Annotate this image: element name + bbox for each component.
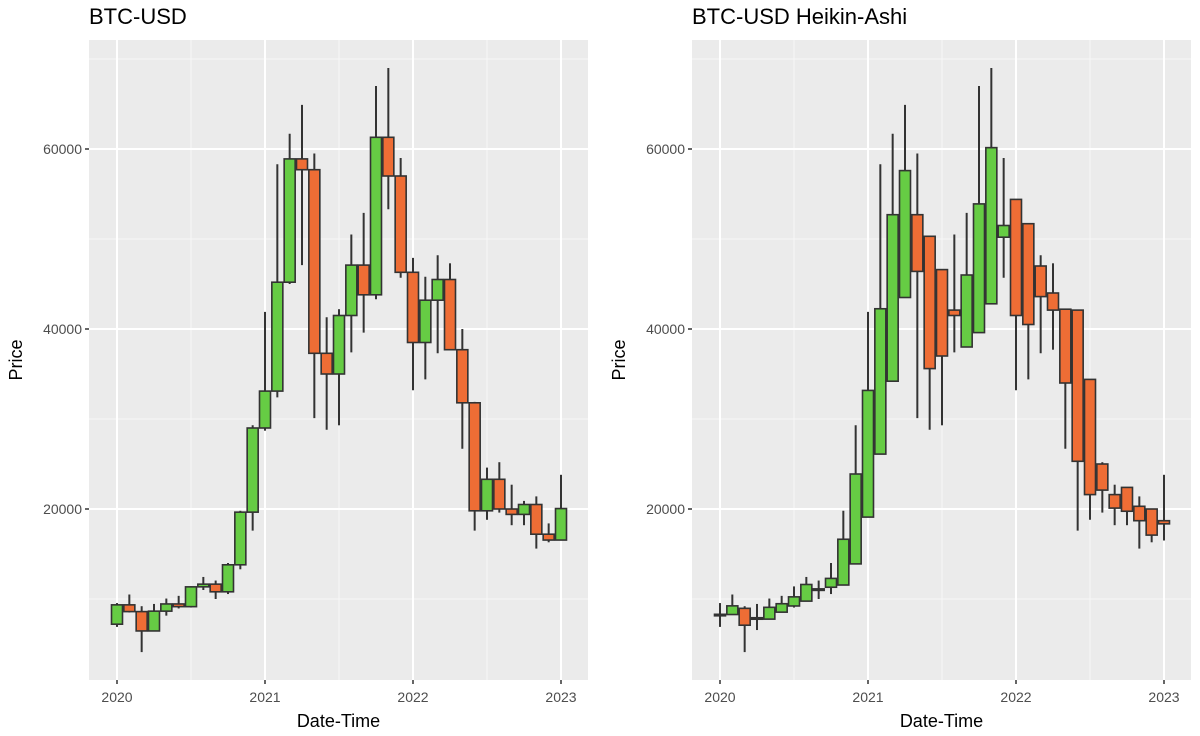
candle bbox=[837, 510, 850, 586]
x-tick-label: 2021 bbox=[852, 689, 883, 705]
candle bbox=[184, 586, 198, 608]
candle bbox=[800, 576, 813, 602]
y-tick-label: 20000 bbox=[646, 501, 685, 517]
candle bbox=[283, 133, 296, 284]
candle bbox=[886, 133, 899, 382]
candle bbox=[750, 603, 764, 631]
y-tick-label: 40000 bbox=[646, 321, 685, 337]
candle bbox=[505, 484, 518, 526]
candle bbox=[295, 104, 309, 266]
y-axis-label: Price bbox=[609, 339, 629, 380]
candle bbox=[787, 586, 801, 608]
candle bbox=[861, 311, 875, 518]
candle bbox=[824, 563, 838, 595]
candle bbox=[419, 276, 432, 380]
candle bbox=[123, 594, 136, 613]
candle bbox=[775, 595, 788, 613]
candle bbox=[209, 580, 222, 599]
candle bbox=[1034, 255, 1047, 354]
candle bbox=[468, 401, 481, 531]
x-tick-label: 2020 bbox=[704, 689, 735, 705]
candle bbox=[493, 462, 506, 513]
candle bbox=[530, 496, 543, 549]
candle bbox=[147, 603, 161, 632]
candle bbox=[320, 317, 333, 430]
candle bbox=[234, 510, 247, 570]
candle bbox=[1145, 508, 1158, 543]
x-tick-label: 2021 bbox=[249, 689, 280, 705]
chart-title-right: BTC-USD Heikin-Ashi bbox=[692, 4, 908, 29]
candle bbox=[1108, 484, 1121, 526]
candle bbox=[1022, 222, 1035, 380]
candle bbox=[898, 104, 912, 299]
candle bbox=[172, 595, 185, 609]
candle bbox=[1120, 486, 1134, 526]
candle bbox=[1046, 263, 1060, 350]
candle bbox=[246, 425, 259, 531]
candle bbox=[1009, 198, 1023, 391]
candle bbox=[406, 257, 420, 391]
candle bbox=[480, 467, 494, 520]
candle bbox=[332, 309, 346, 426]
candle bbox=[948, 234, 961, 353]
candle bbox=[1071, 309, 1084, 531]
candle bbox=[1096, 462, 1109, 513]
x-tick-label: 2023 bbox=[545, 689, 576, 705]
candle bbox=[456, 329, 469, 449]
x-axis-label: Date-Time bbox=[900, 711, 983, 731]
x-axis-label: Date-Time bbox=[297, 711, 380, 731]
candle bbox=[345, 234, 358, 353]
candle bbox=[382, 68, 395, 210]
candle bbox=[985, 68, 998, 305]
y-tick-label: 40000 bbox=[43, 321, 82, 337]
y-tick-label: 60000 bbox=[43, 141, 82, 157]
chart-title-left: BTC-USD bbox=[89, 4, 187, 29]
candle bbox=[160, 598, 173, 616]
candle bbox=[517, 500, 531, 526]
candle bbox=[271, 164, 284, 398]
candle bbox=[394, 158, 407, 278]
candle bbox=[997, 158, 1010, 278]
panel-btc-usd bbox=[89, 40, 588, 680]
candle bbox=[763, 598, 776, 620]
candle bbox=[713, 603, 727, 627]
y-tick-label: 60000 bbox=[646, 141, 685, 157]
candle bbox=[258, 311, 272, 431]
panel-heikin-ashi bbox=[692, 40, 1191, 680]
candle bbox=[542, 523, 555, 543]
candle bbox=[726, 594, 739, 616]
candle bbox=[1157, 474, 1171, 541]
candle bbox=[935, 268, 949, 426]
candle bbox=[849, 425, 862, 565]
candle bbox=[1059, 308, 1072, 449]
y-axis-label: Price bbox=[6, 339, 26, 380]
candle bbox=[874, 164, 887, 455]
candle bbox=[221, 563, 235, 595]
candle bbox=[554, 474, 568, 541]
candle bbox=[1083, 378, 1097, 520]
candle bbox=[812, 580, 825, 599]
x-tick-label: 2022 bbox=[1000, 689, 1031, 705]
candle bbox=[960, 212, 973, 348]
candle bbox=[357, 212, 370, 333]
candle bbox=[443, 263, 457, 351]
candle bbox=[923, 235, 936, 430]
candle bbox=[369, 86, 383, 300]
y-tick-label: 20000 bbox=[43, 501, 82, 517]
candle bbox=[431, 255, 444, 354]
candle bbox=[738, 606, 751, 653]
candle bbox=[911, 153, 924, 419]
candle bbox=[110, 603, 124, 627]
x-tick-label: 2020 bbox=[101, 689, 132, 705]
candle bbox=[1133, 496, 1146, 549]
candle bbox=[135, 606, 148, 653]
candle bbox=[308, 153, 321, 419]
x-tick-label: 2023 bbox=[1148, 689, 1179, 705]
candle bbox=[197, 576, 210, 590]
candle bbox=[972, 86, 986, 334]
x-tick-label: 2022 bbox=[397, 689, 428, 705]
